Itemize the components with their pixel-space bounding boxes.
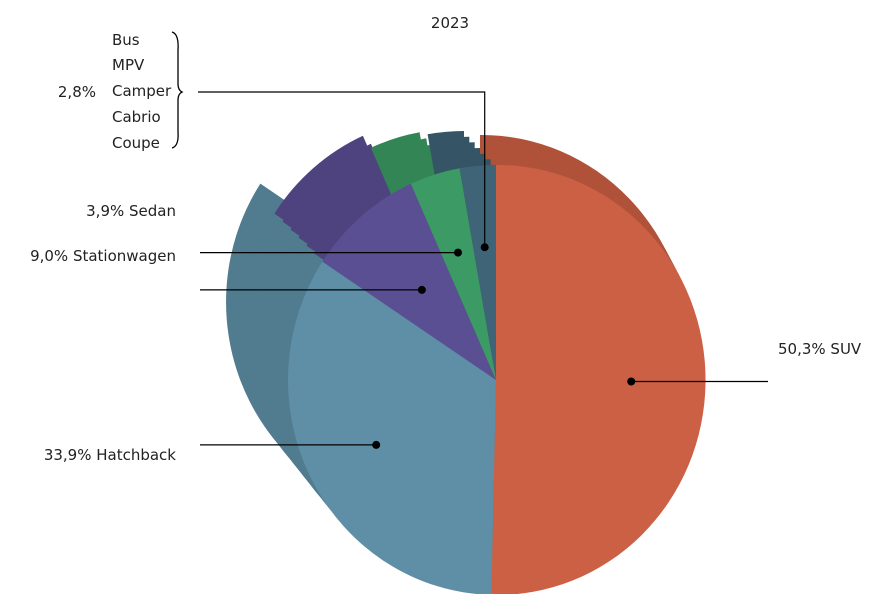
other-member-cabrio: Cabrio [112,108,161,126]
other-group-list: Bus MPV Camper Cabrio Coupe [112,31,184,152]
slice-suv [491,164,706,594]
slice-other [459,164,496,380]
slice-label-suv: 50,3% SUV [778,340,862,358]
other-member-mpv: MPV [112,56,145,74]
slice-label-stationwagen: 9,0% Stationwagen [30,247,176,265]
leader-line-other [198,91,486,248]
leader-dot-suv [627,377,636,386]
other-group-brace [171,31,184,149]
other-member-bus: Bus [112,31,140,49]
slice-hatchback [288,261,496,594]
slice-label-hatchback: 33,9% Hatchback [44,446,176,464]
other-member-camper: Camper [112,82,172,100]
slice-label-other: 2,8% [58,83,96,101]
leader-dot-other [480,243,489,252]
pie-slices [288,164,706,594]
other-member-coupe: Coupe [112,134,160,152]
leader-dot-hatchback [372,440,381,449]
leader-lines [198,91,768,449]
slice-label-sedan: 3,9% Sedan [86,202,176,220]
leader-dot-sedan [454,248,462,257]
chart-title: 2023 [431,14,469,32]
leader-dot-stationwagen [417,285,426,294]
slice-stationwagen [322,183,496,380]
slice-sedan [410,168,496,380]
